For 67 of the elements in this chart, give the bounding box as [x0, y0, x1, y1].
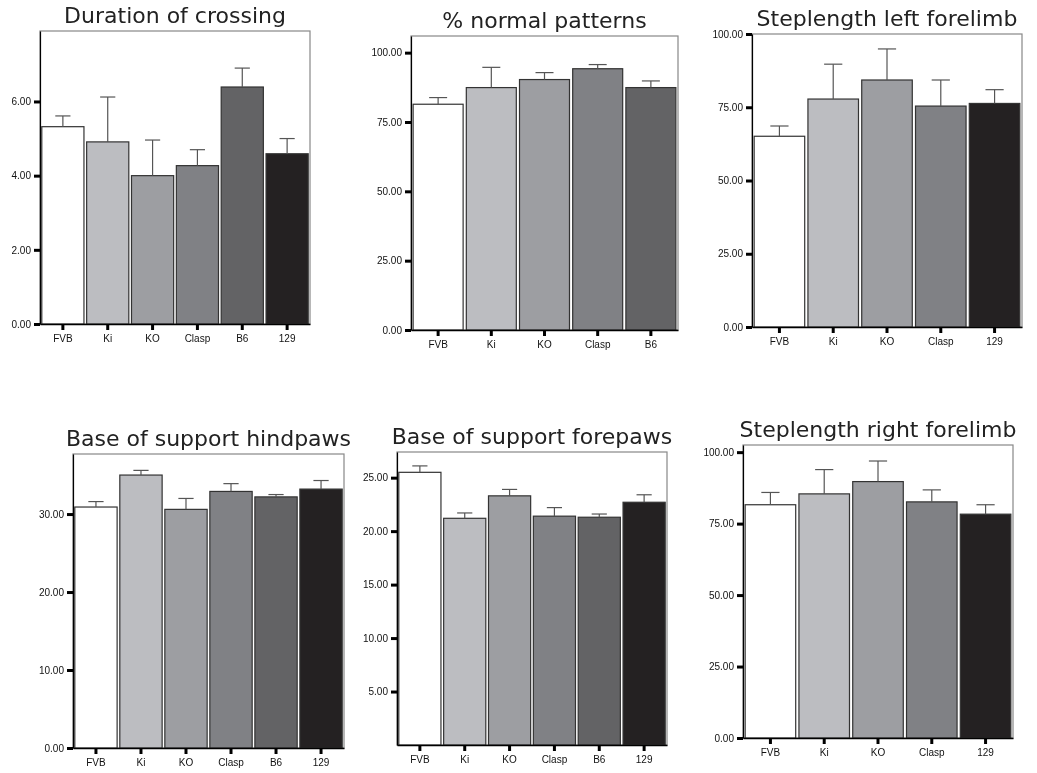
y-tick-label: 0.00	[714, 732, 735, 744]
y-tick-label: 50.00	[717, 175, 744, 187]
x-tick-label: FVB	[86, 757, 107, 768]
y-tick-label: 15.00	[362, 579, 389, 591]
x-tick-label: Ki	[486, 339, 496, 350]
x-tick-label: 129	[986, 336, 1004, 347]
y-tick-label: 100.00	[371, 47, 403, 59]
x-tick-label: FVB	[769, 336, 790, 347]
y-tick-label: 0.00	[11, 318, 32, 330]
y-tick-label: 25.00	[717, 248, 744, 260]
x-tick-label: KO	[502, 754, 518, 765]
y-tick-label: 2.00	[11, 244, 32, 256]
x-tick-label: B6	[269, 757, 283, 768]
y-tick-label: 25.00	[362, 472, 389, 484]
x-tick-label: 129	[977, 747, 995, 758]
y-tick-label: 50.00	[376, 186, 403, 198]
chart-title: Duration of crossing	[64, 3, 286, 28]
x-tick-label: KO	[178, 757, 194, 768]
chart-title: % normal patterns	[442, 8, 647, 33]
x-tick-label: Clasp	[184, 333, 211, 344]
x-tick-label: KO	[145, 333, 161, 344]
y-tick-label: 4.00	[11, 170, 32, 182]
x-tick-label: Ki	[460, 754, 470, 765]
x-tick-label: 129	[278, 333, 296, 344]
x-tick-label: 129	[312, 757, 330, 768]
y-tick-label: 100.00	[703, 446, 735, 458]
chart-title: Steplength right forelimb	[739, 417, 1017, 442]
x-tick-label: B6	[236, 333, 249, 344]
x-tick-label: Ki	[819, 747, 829, 758]
chart-title: Base of support forepaws	[391, 424, 673, 449]
x-tick-label: 129	[635, 754, 653, 765]
x-tick-label: Ki	[136, 757, 146, 768]
y-tick-label: 5.00	[368, 686, 389, 698]
y-tick-label: 20.00	[362, 525, 389, 537]
x-tick-label: KO	[870, 747, 886, 758]
y-tick-label: 6.00	[11, 96, 32, 108]
y-tick-label: 50.00	[708, 589, 735, 601]
x-tick-label: Clasp	[541, 754, 568, 765]
y-tick-label: 20.00	[38, 586, 65, 598]
x-tick-label: FVB	[760, 747, 781, 758]
y-tick-label: 75.00	[708, 518, 735, 530]
x-tick-label: Clasp	[919, 747, 945, 758]
y-tick-label: 10.00	[38, 664, 65, 676]
chart-title: Base of support hindpaws	[65, 426, 352, 451]
x-tick-label: KO	[537, 339, 552, 350]
x-tick-label: Clasp	[584, 339, 611, 350]
y-tick-label: 75.00	[717, 101, 744, 113]
x-tick-label: Clasp	[218, 757, 245, 768]
y-tick-label: 100.00	[712, 28, 744, 40]
x-tick-label: FVB	[428, 339, 449, 350]
x-tick-label: B6	[644, 339, 658, 350]
y-tick-label: 30.00	[38, 508, 65, 520]
x-tick-label: FVB	[410, 754, 430, 765]
x-tick-label: FVB	[53, 333, 73, 344]
x-tick-label: Ki	[103, 333, 113, 344]
y-tick-label: 75.00	[376, 116, 403, 128]
x-tick-label: Clasp	[928, 336, 954, 347]
y-tick-label: 0.00	[382, 324, 403, 336]
y-tick-label: 0.00	[723, 321, 744, 333]
y-tick-label: 0.00	[44, 742, 65, 754]
y-tick-label: 25.00	[376, 255, 403, 267]
chart-title: Steplength left forelimb	[756, 6, 1018, 31]
y-tick-label: 10.00	[362, 632, 389, 644]
x-tick-label: B6	[593, 754, 606, 765]
y-tick-label: 25.00	[708, 661, 735, 673]
x-tick-label: KO	[879, 336, 895, 347]
x-tick-label: Ki	[828, 336, 838, 347]
